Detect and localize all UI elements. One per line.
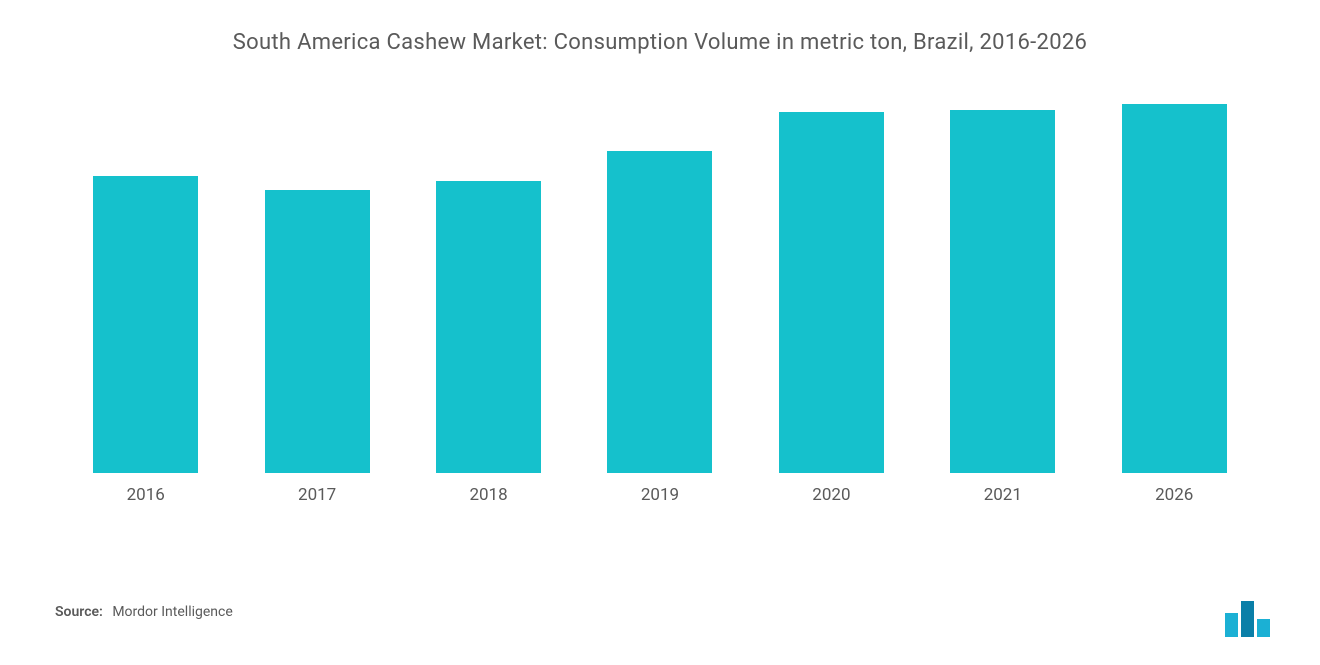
bar-2017 (265, 190, 370, 473)
bar-label: 2021 (984, 485, 1022, 505)
bar-2018 (436, 181, 541, 474)
bar-group: 2016 (60, 176, 231, 505)
bar-label: 2019 (641, 485, 679, 505)
bar-2026 (1122, 104, 1227, 473)
bar-group: 2026 (1089, 104, 1260, 505)
bar-label: 2017 (298, 485, 336, 505)
bar-label: 2026 (1155, 485, 1193, 505)
bar-2016 (93, 176, 198, 473)
bar-2020 (779, 112, 884, 473)
bar-label: 2020 (812, 485, 850, 505)
source-value: Mordor Intelligence (112, 604, 232, 620)
mordor-logo-icon (1225, 601, 1275, 637)
chart-title: South America Cashew Market: Consumption… (50, 30, 1270, 55)
bar-group: 2021 (917, 110, 1088, 505)
chart-container: South America Cashew Market: Consumption… (0, 0, 1320, 665)
bar-label: 2018 (469, 485, 507, 505)
source-line: Source: Mordor Intelligence (55, 604, 233, 620)
source-label: Source: (55, 604, 103, 620)
bar-group: 2019 (574, 151, 745, 505)
bar-2019 (607, 151, 712, 473)
bar-group: 2018 (403, 181, 574, 506)
bar-group: 2020 (746, 112, 917, 505)
bar-label: 2016 (127, 485, 165, 505)
bar-group: 2017 (231, 190, 402, 505)
bar-2021 (950, 110, 1055, 473)
bars-area: 2016 2017 2018 2019 2020 2021 2026 (50, 115, 1270, 505)
